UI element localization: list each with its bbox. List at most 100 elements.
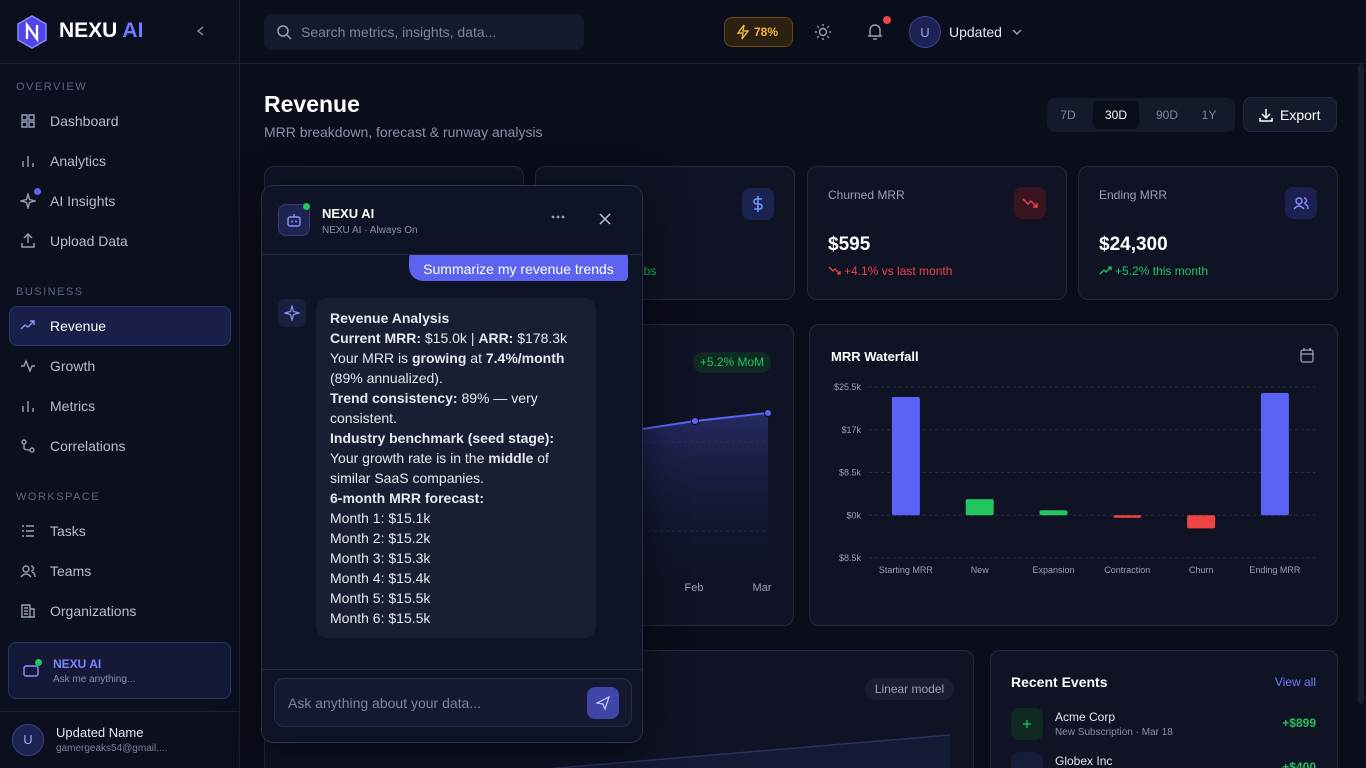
export-button[interactable]: Export bbox=[1243, 97, 1337, 132]
icon-shape bbox=[21, 604, 35, 618]
reply-line: Month 2: $15.2k bbox=[330, 528, 582, 548]
reply-text: $178.3k bbox=[513, 330, 568, 346]
x-tick-label: Ending MRR bbox=[1249, 565, 1301, 575]
trend-point bbox=[764, 409, 772, 417]
search-icon bbox=[277, 25, 292, 40]
chat-input[interactable]: Ask anything about your data... bbox=[274, 678, 632, 727]
nav-icon bbox=[21, 114, 35, 128]
reply-text: Month 1: $15.1k bbox=[330, 510, 431, 526]
bolt-icon bbox=[736, 24, 750, 40]
nav-item[interactable]: Upload Data bbox=[50, 233, 128, 249]
nav-item[interactable]: Tasks bbox=[50, 523, 86, 539]
user-email: gamergeaks54@gmail.... bbox=[56, 743, 168, 754]
user-message: Summarize my revenue trends bbox=[409, 255, 628, 281]
icon-shape bbox=[1022, 198, 1038, 208]
x-tick-label: Starting MRR bbox=[879, 565, 934, 575]
nav-item[interactable]: Correlations bbox=[50, 438, 126, 454]
reply-text: growing bbox=[411, 350, 467, 366]
x-tick-label: Mar bbox=[753, 582, 772, 594]
nav-icon bbox=[21, 604, 35, 618]
range-group: 7D 30D 90D 1Y bbox=[1047, 98, 1235, 132]
send-button[interactable] bbox=[587, 687, 619, 719]
icon-shape bbox=[22, 525, 34, 537]
close-button[interactable] bbox=[599, 213, 611, 225]
events-title: Recent Events bbox=[1011, 674, 1108, 690]
user-menu[interactable]: Updated bbox=[949, 24, 1002, 40]
icon-shape bbox=[1301, 348, 1313, 355]
logo bbox=[17, 15, 47, 49]
waterfall-card: MRR Waterfall $25.5k $17k $8.5k $0k $8.5k Star… bbox=[809, 324, 1338, 626]
y-tick-label: $17k bbox=[841, 425, 861, 435]
range-button[interactable]: 90D bbox=[1155, 108, 1178, 122]
kpi-note: +4.1% vs last month bbox=[844, 264, 953, 278]
reply-text: 6-month MRR forecast: bbox=[330, 490, 485, 506]
trend-badge: +5.2% MoM bbox=[693, 352, 771, 373]
nav-icon bbox=[20, 193, 36, 209]
kpi-icon bbox=[1014, 187, 1046, 219]
chart-title: MRR Waterfall bbox=[831, 349, 919, 364]
nav-item[interactable]: AI Insights bbox=[50, 193, 116, 209]
nav-item[interactable]: Dashboard bbox=[50, 113, 119, 129]
icon-shape bbox=[22, 401, 34, 412]
icon-shape bbox=[21, 439, 35, 453]
reply-text: (89% annualized). bbox=[330, 350, 569, 386]
kpi-card: Ending MRR $24,300 +5.2% this month bbox=[1078, 166, 1338, 300]
event-detail: New Subscription · Mar 18 bbox=[1055, 727, 1173, 738]
reply-line: Month 5: $15.5k bbox=[330, 588, 582, 608]
icon-shape bbox=[21, 359, 35, 373]
nav-item[interactable]: Organizations bbox=[50, 603, 137, 619]
user-name: Updated Name bbox=[56, 725, 144, 740]
reply-text: $15.0k | bbox=[421, 330, 479, 346]
nav-item[interactable]: Revenue bbox=[50, 318, 107, 334]
icon-shape bbox=[20, 193, 36, 209]
sidebar bbox=[0, 0, 240, 768]
chat-title: NEXU AI bbox=[322, 206, 375, 221]
trend-plot: Feb Mar bbox=[635, 409, 772, 594]
reply-text: of similar SaaS companies. bbox=[330, 450, 553, 486]
nav-item[interactable]: Analytics bbox=[50, 153, 107, 169]
chat-subtitle: NEXU AI · Always On bbox=[322, 225, 418, 236]
range-button[interactable]: 1Y bbox=[1201, 108, 1217, 122]
collapse-button[interactable] bbox=[195, 25, 207, 37]
kpi-label: Ending MRR bbox=[1099, 188, 1168, 202]
reply-line: Month 1: $15.1k bbox=[330, 508, 582, 528]
notifications[interactable] bbox=[866, 22, 884, 42]
avatar-initial: U bbox=[920, 24, 930, 40]
range-button[interactable]: 7D bbox=[1060, 108, 1076, 122]
events-card: Recent Events View all Acme Corp New Subscr… bbox=[990, 650, 1338, 768]
search-box[interactable]: Search metrics, insights, data... bbox=[264, 14, 584, 50]
view-all-link[interactable]: View all bbox=[1274, 675, 1316, 689]
nav-item[interactable]: Metrics bbox=[50, 398, 96, 414]
nav-item[interactable]: Teams bbox=[50, 563, 92, 579]
reply-text: Month 5: $15.5k bbox=[330, 590, 431, 606]
badge-dot bbox=[34, 188, 41, 195]
score-pill[interactable]: 78% bbox=[724, 17, 793, 47]
icon-shape bbox=[753, 196, 763, 212]
more-button[interactable] bbox=[550, 213, 566, 221]
active-item bbox=[9, 306, 231, 346]
kpi-icon bbox=[1285, 187, 1317, 219]
theme-toggle[interactable] bbox=[814, 23, 832, 41]
page-title: Revenue bbox=[264, 91, 360, 117]
kpi-note: +5.2% this month bbox=[1115, 264, 1209, 278]
brand-accent: AI bbox=[122, 19, 144, 42]
icon-shape bbox=[1293, 197, 1309, 210]
section-title: OVERVIEW bbox=[16, 81, 88, 93]
robot-body bbox=[23, 665, 39, 677]
page-subtitle: MRR breakdown, forecast & runway analysi… bbox=[264, 124, 543, 140]
trend-arrow bbox=[828, 266, 841, 275]
nav-item[interactable]: Growth bbox=[50, 358, 96, 374]
nav-icon bbox=[20, 565, 36, 578]
reply-text: at bbox=[466, 350, 486, 366]
assistant-card[interactable]: NEXU AI Ask me anything... bbox=[8, 642, 231, 699]
y-tick-label: $8.5k bbox=[839, 468, 862, 478]
search-placeholder: Search metrics, insights, data... bbox=[301, 24, 497, 40]
avatar[interactable]: U bbox=[909, 16, 941, 48]
reply-line: Month 4: $15.4k bbox=[330, 568, 582, 588]
reply-text: Revenue Analysis bbox=[330, 310, 450, 326]
icon-shape bbox=[20, 320, 35, 330]
bar bbox=[1113, 515, 1142, 518]
reply-text: middle bbox=[488, 450, 534, 466]
calendar-icon bbox=[1300, 348, 1314, 363]
range-button[interactable]: 30D bbox=[1093, 101, 1139, 129]
